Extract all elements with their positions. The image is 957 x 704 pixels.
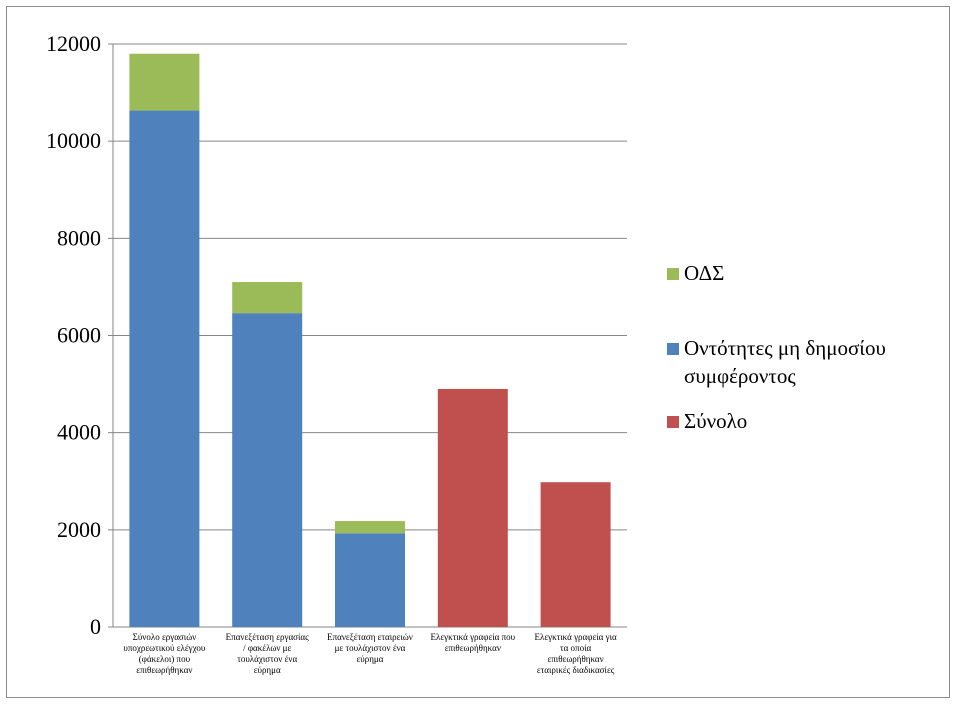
x-tick-label-line: εταιρικές διαδικασίες: [537, 665, 615, 675]
x-tick-label-line: εύρημα: [357, 654, 384, 664]
x-tick-label-line: επιθεωρήθηκαν: [136, 665, 192, 675]
bar-segment: [129, 53, 200, 111]
bar-segment: [129, 110, 200, 628]
x-tick-label: Ελεγκτικά γραφεία για τα οποία επιθεωρήθηκ…: [534, 632, 617, 675]
x-tick-label: Επανεξέταση εργασίας / φακέλων με τουλάχισ…: [226, 632, 309, 675]
x-tick-label-line: τα οποία: [560, 643, 592, 653]
legend-swatch: [667, 268, 679, 280]
x-tick-label-line: επιθεωρήθηκαν: [445, 643, 501, 653]
x-tick-label-line: επιθεωρήθηκαν: [547, 654, 603, 664]
legend-label-line: συμφέροντος: [684, 364, 796, 388]
y-tick-label: 6000: [57, 323, 101, 348]
bar-segment: [335, 521, 405, 534]
x-tick-label-line: εύρημα: [254, 665, 281, 675]
y-tick-label: 2000: [57, 517, 101, 542]
legend-label-line: ΟΔΣ: [684, 261, 724, 285]
bar-segment: [540, 482, 611, 627]
bar-segment: [232, 282, 303, 314]
legend-label: ΟΔΣ: [684, 261, 724, 285]
x-tick-label: Ελεγκτικά γραφεία που επιθεωρήθηκαν: [430, 632, 515, 653]
legend-label-line: Σύνολο: [684, 409, 747, 433]
legend-label-line: Οντότητες μη δημοσίου: [684, 336, 886, 360]
x-tick-label-line: Σύνολο εργασιών: [133, 632, 197, 642]
legend-swatch: [667, 343, 679, 355]
x-tick-label-line: Επανεξέταση εταιρειών: [327, 632, 413, 642]
bar-segment: [437, 388, 508, 627]
x-tick-label-line: Ελεγκτικά γραφεία που: [430, 632, 515, 642]
y-tick-label: 8000: [57, 225, 101, 250]
x-tick-label-line: Επανεξέταση εργασίας: [226, 632, 309, 642]
y-tick-label: 4000: [57, 420, 101, 445]
x-tick-label-line: (φάκελοι) που: [139, 654, 191, 664]
bar-segment: [335, 533, 405, 627]
bar-segment: [232, 313, 303, 627]
y-tick-label: 0: [90, 614, 101, 639]
legend-label: Σύνολο: [684, 409, 747, 433]
x-tick-label-line: υποχρεωτικού ελέγχου: [123, 643, 205, 653]
y-tick-label: 10000: [46, 128, 101, 153]
x-tick-label: Σύνολο εργασιών υποχρεωτικού ελέγχου (φάκε…: [123, 632, 205, 675]
x-tick-label: Επανεξέταση εταιρειών με τουλάχιστον ένα ε…: [327, 632, 413, 664]
legend-swatch: [667, 416, 679, 428]
x-tick-label-line: Ελεγκτικά γραφεία για: [534, 632, 617, 642]
x-tick-label-line: τουλάχιστον ένα: [237, 654, 297, 664]
x-tick-label-line: / φακέλων με: [243, 643, 291, 653]
legend-label: Οντότητες μη δημοσίου συμφέροντος: [684, 336, 886, 388]
x-tick-label-line: με τουλάχιστον ένα: [335, 643, 406, 653]
y-tick-label: 12000: [46, 31, 101, 56]
